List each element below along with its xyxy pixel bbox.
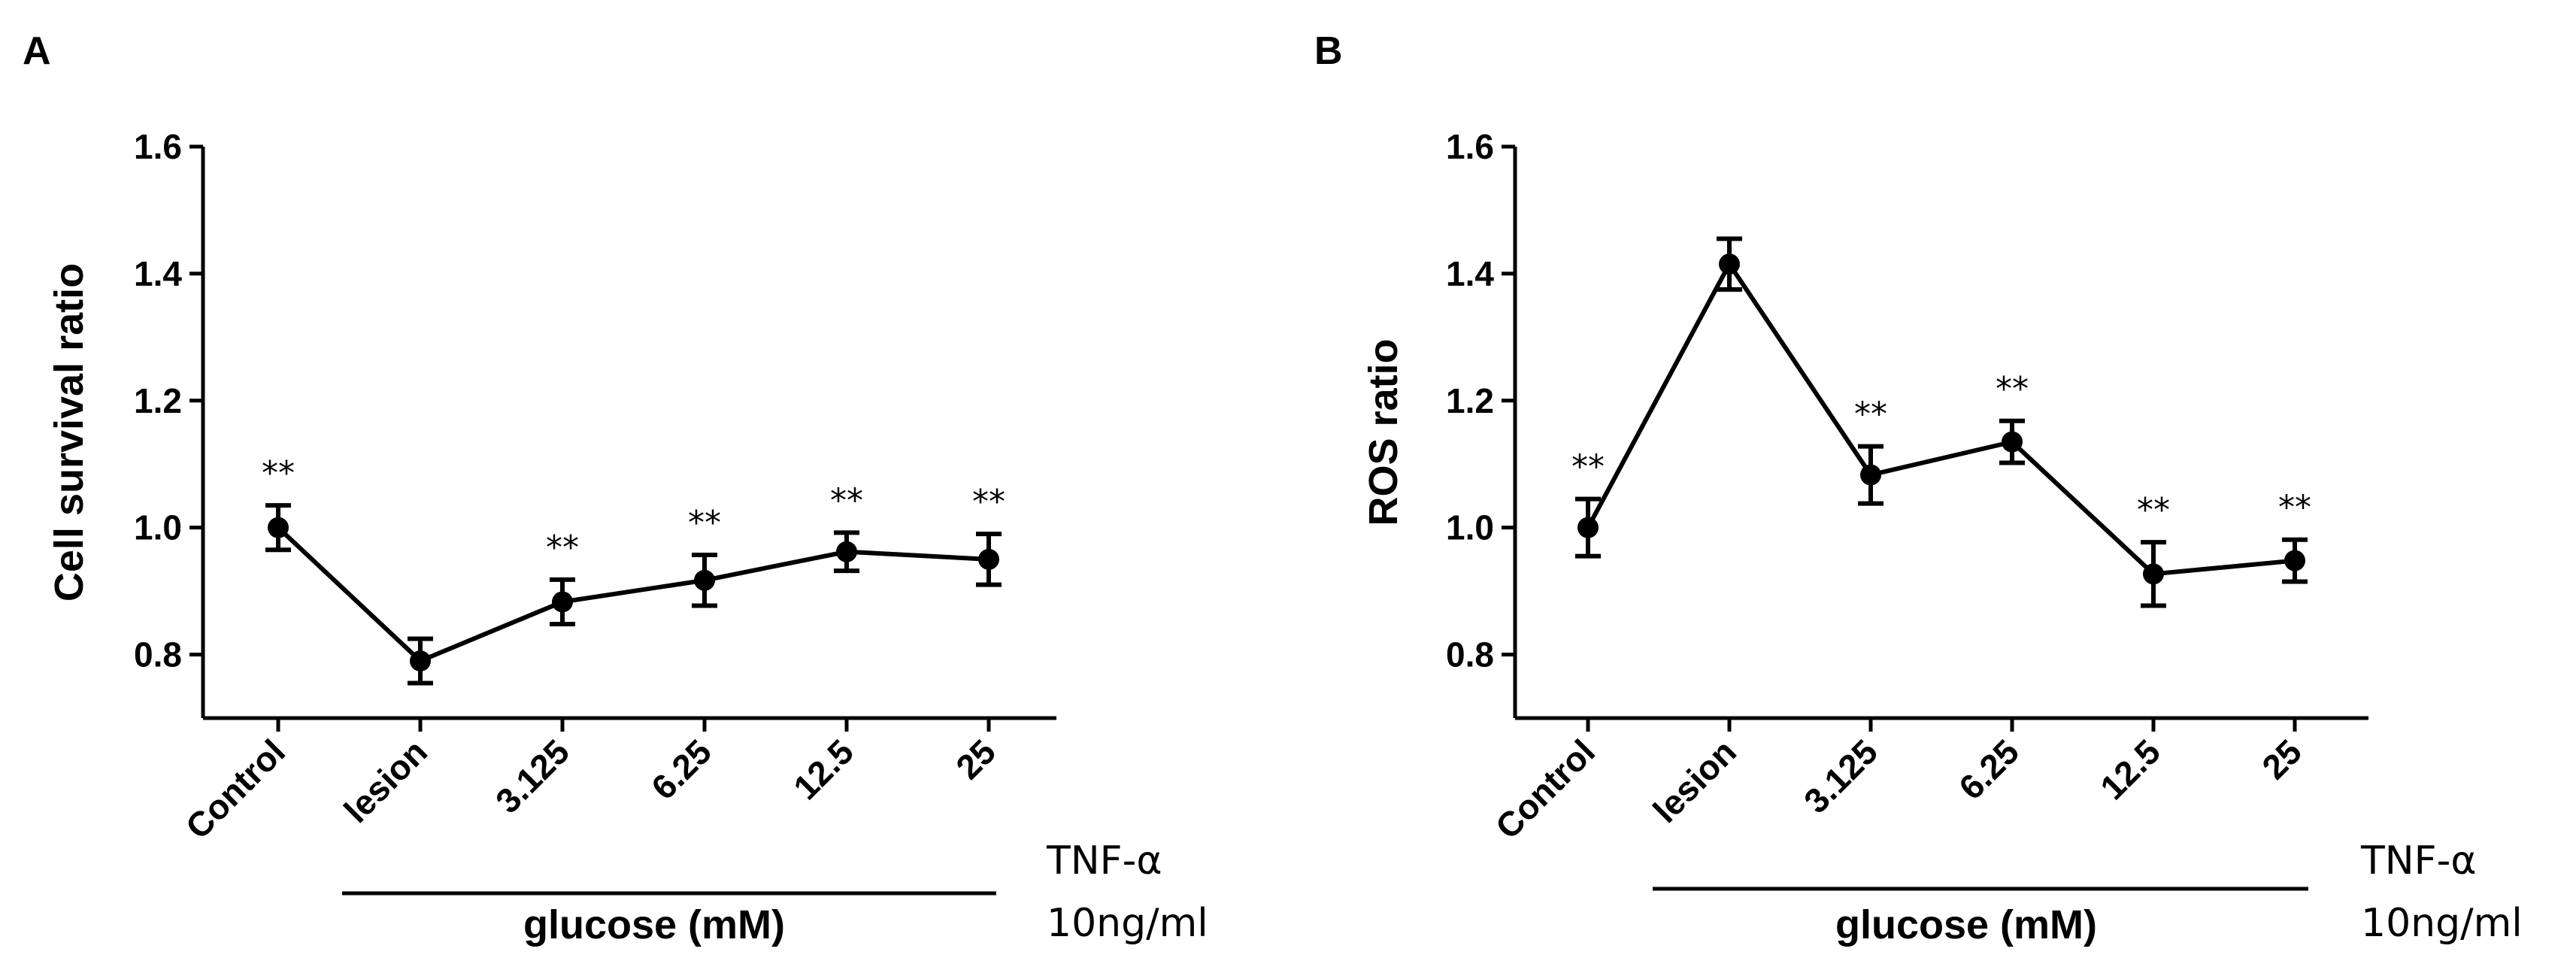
significance-marker: ** — [2278, 489, 2311, 527]
significance-marker: ** — [830, 481, 863, 520]
treatment-label-line1: TNF-α — [2360, 838, 2477, 884]
treatment-label-line1: TNF-α — [1046, 838, 1162, 884]
significance-marker: ** — [972, 483, 1005, 521]
y-tick-label: 1.2 — [1446, 381, 1494, 420]
series-line — [276, 526, 989, 664]
data-point — [2284, 550, 2305, 571]
x-tick-label: 3.125 — [1796, 732, 1885, 820]
data-point — [2143, 563, 2164, 585]
panel-letter: A — [23, 29, 51, 73]
x-tick-label: 25 — [2254, 732, 2309, 787]
x-tick-label: 6.25 — [1951, 732, 2026, 807]
panel-b: B 0.8 1.0 1.2 1.4 1.6 ROS ratio Control lesion 3.… — [1314, 29, 2523, 947]
x-tick-label: 12.5 — [786, 732, 861, 807]
y-tick-label: 1.0 — [134, 508, 182, 547]
significance-marker: ** — [1571, 448, 1605, 486]
significance-marker: ** — [1854, 396, 1887, 434]
data-point — [268, 517, 289, 538]
y-tick-label: 1.4 — [1446, 254, 1494, 293]
y-tick-label: 1.6 — [1446, 127, 1494, 166]
x-tick-label: lesion — [336, 732, 435, 830]
significance-marker: ** — [262, 454, 295, 493]
x-tick-label: Control — [178, 732, 292, 846]
y-tick-label: 0.8 — [1446, 635, 1494, 674]
significance-marker: ** — [2137, 491, 2170, 529]
y-tick-label: 1.6 — [134, 127, 182, 166]
panel-a: A 0.8 1.0 1.2 1.4 1.6 Cell survival ratio Contr… — [23, 29, 1208, 947]
data-point — [1719, 253, 1740, 275]
x-tick-label: 12.5 — [2093, 732, 2168, 807]
series-line — [1586, 259, 2296, 577]
data-point — [1577, 517, 1599, 538]
y-tick-label: 1.2 — [134, 381, 182, 420]
data-point — [1860, 464, 1881, 486]
data-point — [410, 650, 431, 671]
x-tick-label: Control — [1488, 732, 1602, 846]
x-tick-label: 25 — [948, 732, 1003, 787]
group-label: glucose (mM) — [523, 902, 785, 947]
significance-marker: ** — [546, 529, 579, 567]
x-tick-label: 6.25 — [644, 732, 719, 807]
data-point — [836, 541, 857, 562]
x-tick-label: lesion — [1645, 732, 1744, 830]
y-tick-label: 1.4 — [134, 254, 182, 293]
y-axis-label: Cell survival ratio — [47, 263, 92, 602]
panel-letter: B — [1314, 29, 1343, 73]
significance-marker: ** — [1996, 370, 2029, 408]
data-point — [694, 569, 715, 591]
data-point — [2002, 431, 2023, 453]
x-tick-label: 3.125 — [488, 732, 577, 820]
data-point — [978, 548, 999, 570]
treatment-label-line2: 10ng/ml — [2361, 901, 2523, 946]
y-axis-label: ROS ratio — [1361, 338, 1406, 526]
significance-marker: ** — [688, 504, 721, 542]
data-point — [552, 591, 573, 613]
treatment-label-line2: 10ng/ml — [1047, 901, 1208, 946]
y-tick-label: 1.0 — [1446, 508, 1494, 547]
y-tick-label: 0.8 — [134, 635, 182, 674]
group-label: glucose (mM) — [1835, 902, 2097, 947]
